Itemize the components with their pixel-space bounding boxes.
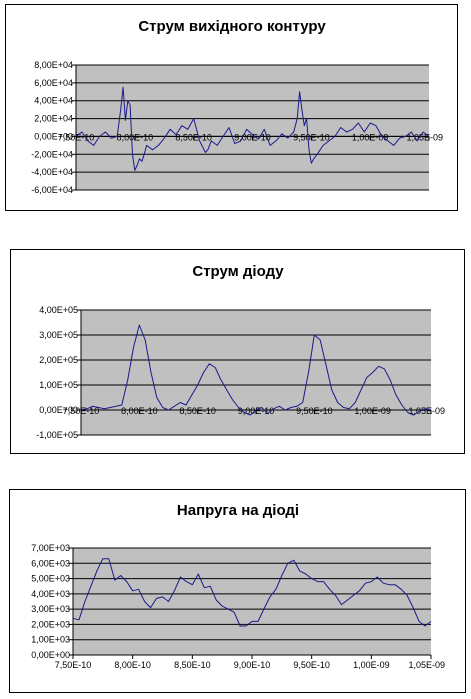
y-tick-label: 3,00E+03 xyxy=(31,604,70,614)
x-tick-label: 8,50E-10 xyxy=(175,132,212,142)
chart-title: Напруга на діоді xyxy=(177,502,299,519)
y-tick-label: 2,00E+03 xyxy=(31,619,70,629)
chart-panel-diode-current: Струм діоду -1,00E+05 0,00E+00 1,00E+05 2,0… xyxy=(10,249,465,454)
y-tick-label: 7,00E+03 xyxy=(31,543,70,553)
x-tick-label: 1,05E-09 xyxy=(406,132,443,142)
x-tick-label: 1,00E-09 xyxy=(354,406,391,416)
x-tick-label: 1,05E-09 xyxy=(408,660,445,670)
series-line xyxy=(80,324,432,416)
x-tick-label: 9,50E-10 xyxy=(293,660,330,670)
y-tick-label: 1,00E+03 xyxy=(31,635,70,645)
chart-svg-output-current: Струм вихідного контуру -6,00E+04 -4,00E+… xyxy=(31,18,443,195)
chart-title: Струм діоду xyxy=(192,263,284,280)
x-tick-label: 9,50E-10 xyxy=(296,406,333,416)
y-tick-label: -6,00E+04 xyxy=(31,185,73,195)
y-tick-label: 3,00E+05 xyxy=(39,330,78,340)
x-tick-label: 8,00E-10 xyxy=(114,660,151,670)
x-tick-label: 7,50E-10 xyxy=(55,660,92,670)
plot-area xyxy=(81,310,431,435)
x-tick-label: 7,50E-10 xyxy=(63,406,100,416)
y-tick-label: 5,00E+03 xyxy=(31,574,70,584)
x-tick-label: 8,50E-10 xyxy=(179,406,216,416)
plot-area xyxy=(76,65,429,190)
x-tick-label: 7,50E-10 xyxy=(58,132,95,142)
y-tick-label: 6,00E+04 xyxy=(34,78,73,88)
y-tick-label: 4,00E+03 xyxy=(31,589,70,599)
chart-panel-diode-voltage: Напруга на діоді 0,00E+00 1,00E+03 2,00E+0… xyxy=(9,489,466,693)
y-tick-label: 4,00E+04 xyxy=(34,96,73,106)
x-tick-label: 8,00E-10 xyxy=(117,132,154,142)
series-line xyxy=(72,558,432,627)
y-tick-label: 0,00E+00 xyxy=(34,131,73,141)
chart-svg-diode-voltage: Напруга на діоді 0,00E+00 1,00E+03 2,00E+0… xyxy=(31,502,445,670)
y-tick-label: 2,00E+04 xyxy=(34,114,73,124)
y-tick-label: 2,00E+05 xyxy=(39,355,78,365)
chart-panel-output-current: Струм вихідного контуру -6,00E+04 -4,00E+… xyxy=(5,4,458,211)
y-tick-label: 4,00E+05 xyxy=(39,305,78,315)
y-tick-label: 0,00E+00 xyxy=(31,650,70,660)
chart-svg-diode-current: Струм діоду -1,00E+05 0,00E+00 1,00E+05 2,0… xyxy=(36,263,445,440)
y-tick-label: 6,00E+03 xyxy=(31,558,70,568)
y-tick-label: -2,00E+04 xyxy=(31,149,73,159)
y-tick-label: 8,00E+04 xyxy=(34,60,73,70)
series-line xyxy=(75,86,430,171)
x-tick-label: 9,50E-10 xyxy=(293,132,330,142)
x-tick-label: 9,00E-10 xyxy=(234,660,271,670)
x-tick-label: 1,05E-09 xyxy=(408,406,445,416)
x-tick-label: 8,50E-10 xyxy=(174,660,211,670)
x-tick-label: 8,00E-10 xyxy=(121,406,158,416)
y-tick-label: 0,00E+00 xyxy=(39,405,78,415)
y-tick-label: -1,00E+05 xyxy=(36,430,78,440)
x-tick-label: 1,00E-09 xyxy=(353,660,390,670)
x-tick-label: 1,00E-09 xyxy=(352,132,389,142)
chart-title: Струм вихідного контуру xyxy=(138,18,326,35)
plot-area xyxy=(73,548,431,655)
y-tick-label: 1,00E+05 xyxy=(39,380,78,390)
y-tick-label: -4,00E+04 xyxy=(31,167,73,177)
x-tick-label: 9,00E-10 xyxy=(234,132,271,142)
x-tick-label: 9,00E-10 xyxy=(238,406,275,416)
